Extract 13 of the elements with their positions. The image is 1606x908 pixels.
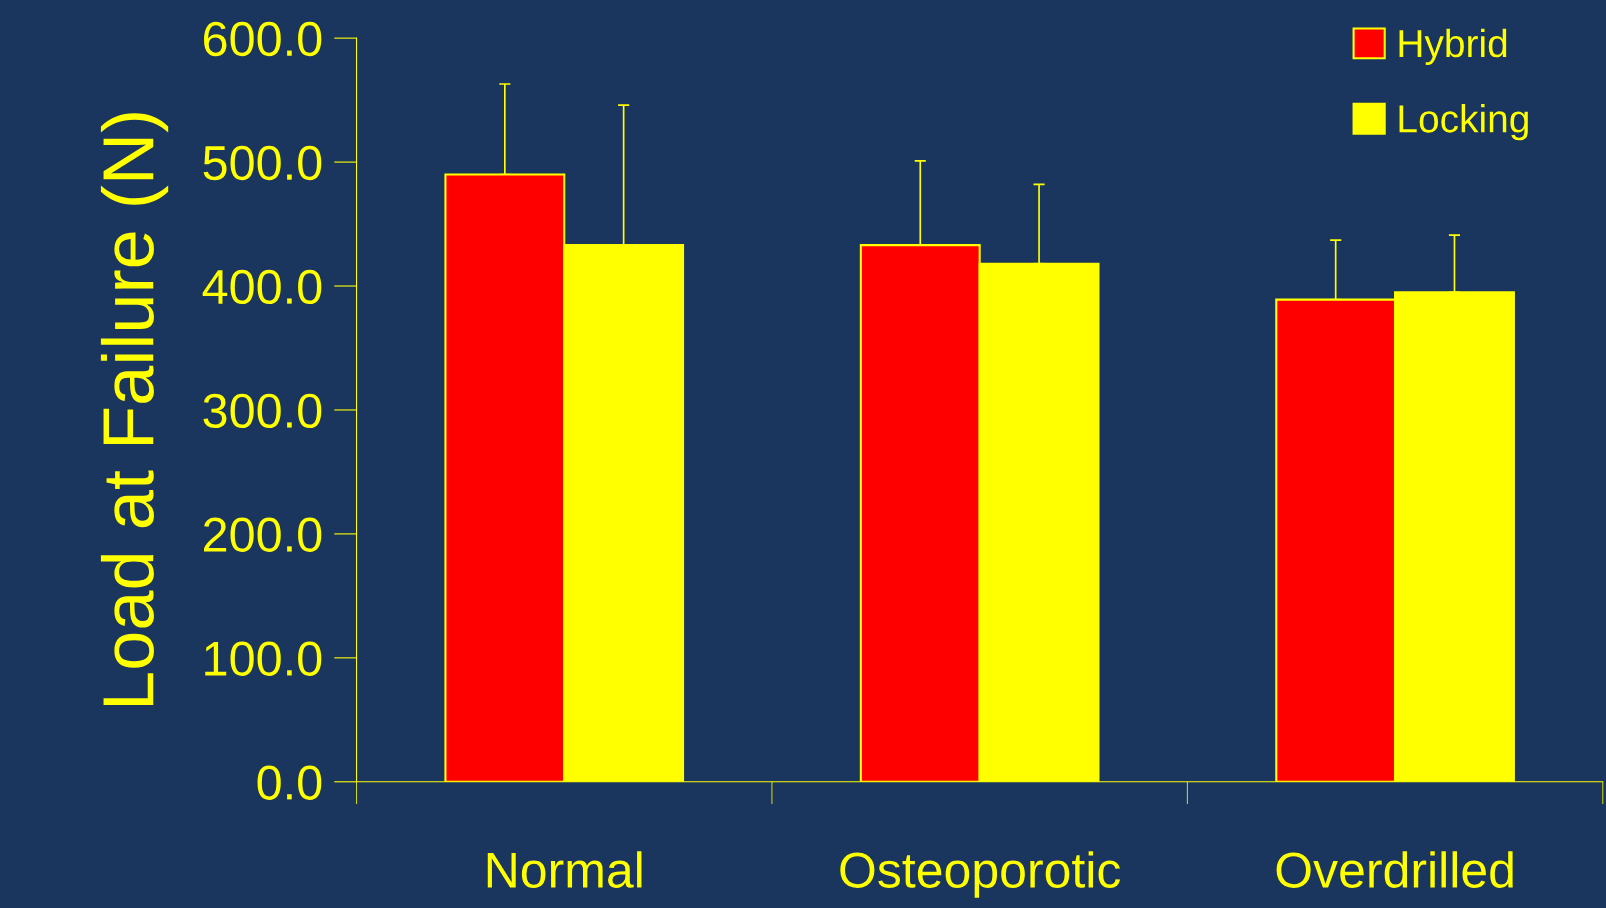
y-tick-label: 100.0 <box>205 641 322 676</box>
y-tick-label: 300.0 <box>203 393 322 429</box>
legend-label: Locking <box>1399 104 1528 141</box>
x-tick-label: Osteoporotic <box>840 851 1121 898</box>
legend-label: Hybrid <box>1399 28 1507 65</box>
y-tick-label: 400.0 <box>202 269 322 305</box>
y-tick-label: 0.0 <box>257 765 322 800</box>
y-axis-title: Load at Failure (N) <box>100 113 169 706</box>
y-tick-label: 600.0 <box>204 21 322 57</box>
y-tick-label: 500.0 <box>203 145 322 181</box>
x-tick-label: Overdrilled <box>1276 851 1513 888</box>
y-tick-label: 200.0 <box>204 517 322 552</box>
x-tick-label: Normal <box>487 851 642 888</box>
